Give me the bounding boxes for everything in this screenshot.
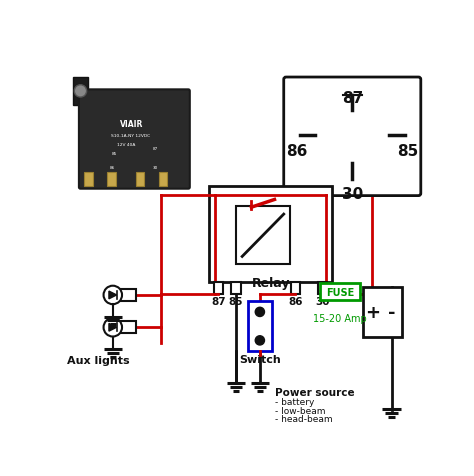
Circle shape	[103, 318, 122, 337]
Text: 87: 87	[211, 297, 226, 307]
FancyBboxPatch shape	[284, 78, 421, 196]
Text: - battery: - battery	[275, 397, 315, 407]
Bar	[236, 207, 290, 265]
Text: 15-20 Amp: 15-20 Amp	[313, 313, 367, 323]
Text: 30: 30	[153, 166, 158, 169]
Bar	[318, 282, 327, 295]
Text: 30: 30	[342, 186, 363, 201]
Text: -: -	[388, 303, 395, 321]
Text: - head-beam: - head-beam	[275, 415, 333, 423]
Polygon shape	[109, 324, 117, 331]
Polygon shape	[109, 291, 117, 299]
Bar	[214, 282, 223, 295]
Text: Aux lights: Aux lights	[66, 355, 129, 365]
Text: 85: 85	[111, 152, 117, 156]
Circle shape	[255, 336, 264, 345]
Bar	[209, 186, 332, 282]
Text: FUSE: FUSE	[326, 287, 354, 297]
Bar	[291, 282, 300, 295]
Bar	[108, 172, 116, 186]
Text: 86: 86	[288, 297, 302, 307]
Text: 86: 86	[286, 144, 308, 159]
Bar	[136, 172, 145, 186]
Bar	[363, 288, 401, 337]
Bar	[120, 321, 136, 334]
Text: 12V 40A: 12V 40A	[118, 142, 136, 147]
Text: VIAIR: VIAIR	[120, 119, 144, 128]
Text: +: +	[365, 303, 381, 321]
Circle shape	[74, 86, 87, 98]
Text: 85: 85	[229, 297, 243, 307]
Bar	[247, 301, 272, 351]
Text: 87: 87	[153, 146, 158, 150]
Text: 30: 30	[315, 297, 329, 307]
Bar	[159, 172, 167, 186]
Text: Relay: Relay	[251, 276, 290, 289]
Text: Switch: Switch	[239, 354, 281, 364]
Bar	[120, 289, 136, 301]
FancyBboxPatch shape	[320, 284, 360, 301]
Circle shape	[103, 286, 122, 305]
FancyBboxPatch shape	[79, 90, 190, 189]
Text: 86: 86	[109, 166, 115, 169]
Text: - low-beam: - low-beam	[275, 406, 326, 415]
Text: S10-1A-NY 12VDC: S10-1A-NY 12VDC	[111, 133, 150, 137]
Circle shape	[255, 307, 264, 317]
Bar	[84, 172, 93, 186]
Text: Power source: Power source	[275, 387, 355, 397]
Bar	[231, 282, 241, 295]
Text: 85: 85	[397, 144, 419, 159]
Text: 87: 87	[342, 91, 363, 106]
Polygon shape	[73, 78, 88, 106]
